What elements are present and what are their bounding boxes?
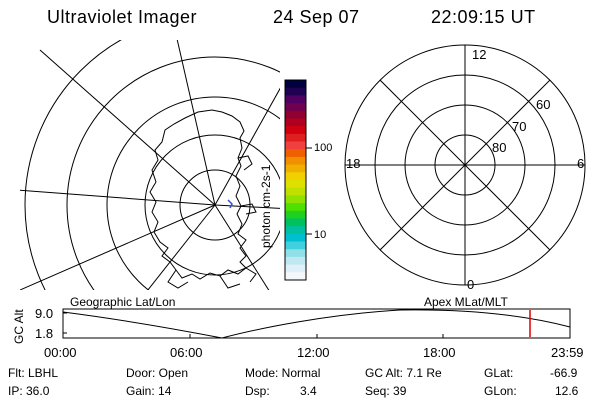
mlat-label-70: 70	[512, 119, 527, 134]
mlat-label-60: 60	[536, 97, 551, 112]
colorbar-segment	[285, 272, 306, 281]
colorbar-segment	[285, 156, 306, 166]
polar-grid	[344, 44, 586, 286]
gc-alt-info: GC Alt: 7.1 Re	[365, 366, 442, 380]
colorbar-segment	[285, 103, 306, 112]
geo-panel-label: Geographic Lat/Lon	[70, 295, 176, 309]
altitude-ymax: 9.0	[35, 306, 54, 321]
glon-value: 12.6	[555, 384, 579, 398]
colorbar-segment	[285, 256, 306, 266]
dsp-label: Dsp:	[245, 384, 270, 398]
x-tick-0000: 00:00	[44, 345, 77, 360]
latitude-circles	[24, 40, 280, 290]
header-date: 24 Sep 07	[273, 7, 360, 27]
dsp-value: 3.4	[300, 384, 317, 398]
mlat-label-80: 80	[492, 140, 507, 155]
colorbar-segment	[285, 249, 306, 258]
glat-label: GLat:	[484, 366, 514, 380]
x-tick-0600: 06:00	[170, 345, 203, 360]
seq-info: Seq: 39	[365, 384, 407, 398]
colorbar-segment	[285, 187, 306, 196]
filter-info: Flt: LBHL	[8, 366, 59, 380]
colorbar-segment	[285, 133, 306, 143]
mode-info: Mode: Normal	[245, 366, 321, 380]
colorbar-tick-10: 10	[314, 229, 327, 241]
colorbar-segment	[285, 141, 306, 150]
polar-panel-label: Apex MLat/MLT	[424, 295, 508, 309]
colorbar-tick-100: 100	[314, 142, 333, 154]
header-time: 22:09:15 UT	[431, 7, 536, 27]
altitude-curve	[62, 309, 571, 339]
colorbar-segment	[285, 195, 306, 204]
colorbar-segment	[285, 203, 306, 212]
colorbar-segment	[285, 172, 306, 181]
colorbar-segment	[285, 87, 306, 96]
colorbar-segment	[285, 233, 306, 243]
colorbar-segment	[285, 149, 306, 158]
colorbar-segment	[285, 226, 306, 235]
glat-value: -66.9	[550, 366, 578, 380]
colorbar-segment	[285, 80, 306, 89]
geographic-map	[20, 40, 280, 290]
altitude-axis-label: GC Alt	[12, 309, 26, 344]
colorbar-segment	[285, 118, 306, 127]
mlt-label-18: 18	[346, 156, 361, 171]
colorbar-segment	[285, 180, 306, 189]
altitude-x-ticks	[63, 312, 444, 338]
colorbar-segment	[285, 164, 306, 173]
door-info: Door: Open	[126, 366, 189, 380]
x-tick-1200: 12:00	[297, 345, 330, 360]
colorbar-segment	[285, 110, 306, 119]
colorbar-segment	[285, 241, 306, 250]
app-title: Ultraviolet Imager	[47, 7, 198, 27]
continent-outline	[149, 109, 247, 280]
gain-info: Gain: 14	[126, 384, 172, 398]
colorbar-ticks	[306, 147, 312, 235]
glon-label: GLon:	[484, 384, 517, 398]
colorbar-segment	[285, 126, 306, 135]
colorbar-segment	[285, 218, 306, 227]
colorbar	[285, 80, 306, 281]
colorbar-segment	[285, 95, 306, 104]
mlt-label-6: 6	[577, 156, 585, 171]
altitude-ymin: 1.8	[35, 326, 54, 341]
colorbar-segment	[285, 210, 306, 219]
mlt-label-12: 12	[472, 47, 487, 62]
x-tick-2359: 23:59	[551, 345, 584, 360]
x-tick-1800: 18:00	[423, 345, 456, 360]
colorbar-segment	[285, 264, 306, 273]
colorbar-unit-label: photon cm-2s-1	[259, 164, 273, 248]
ip-info: IP: 36.0	[8, 384, 50, 398]
mlt-label-0: 0	[467, 277, 475, 292]
